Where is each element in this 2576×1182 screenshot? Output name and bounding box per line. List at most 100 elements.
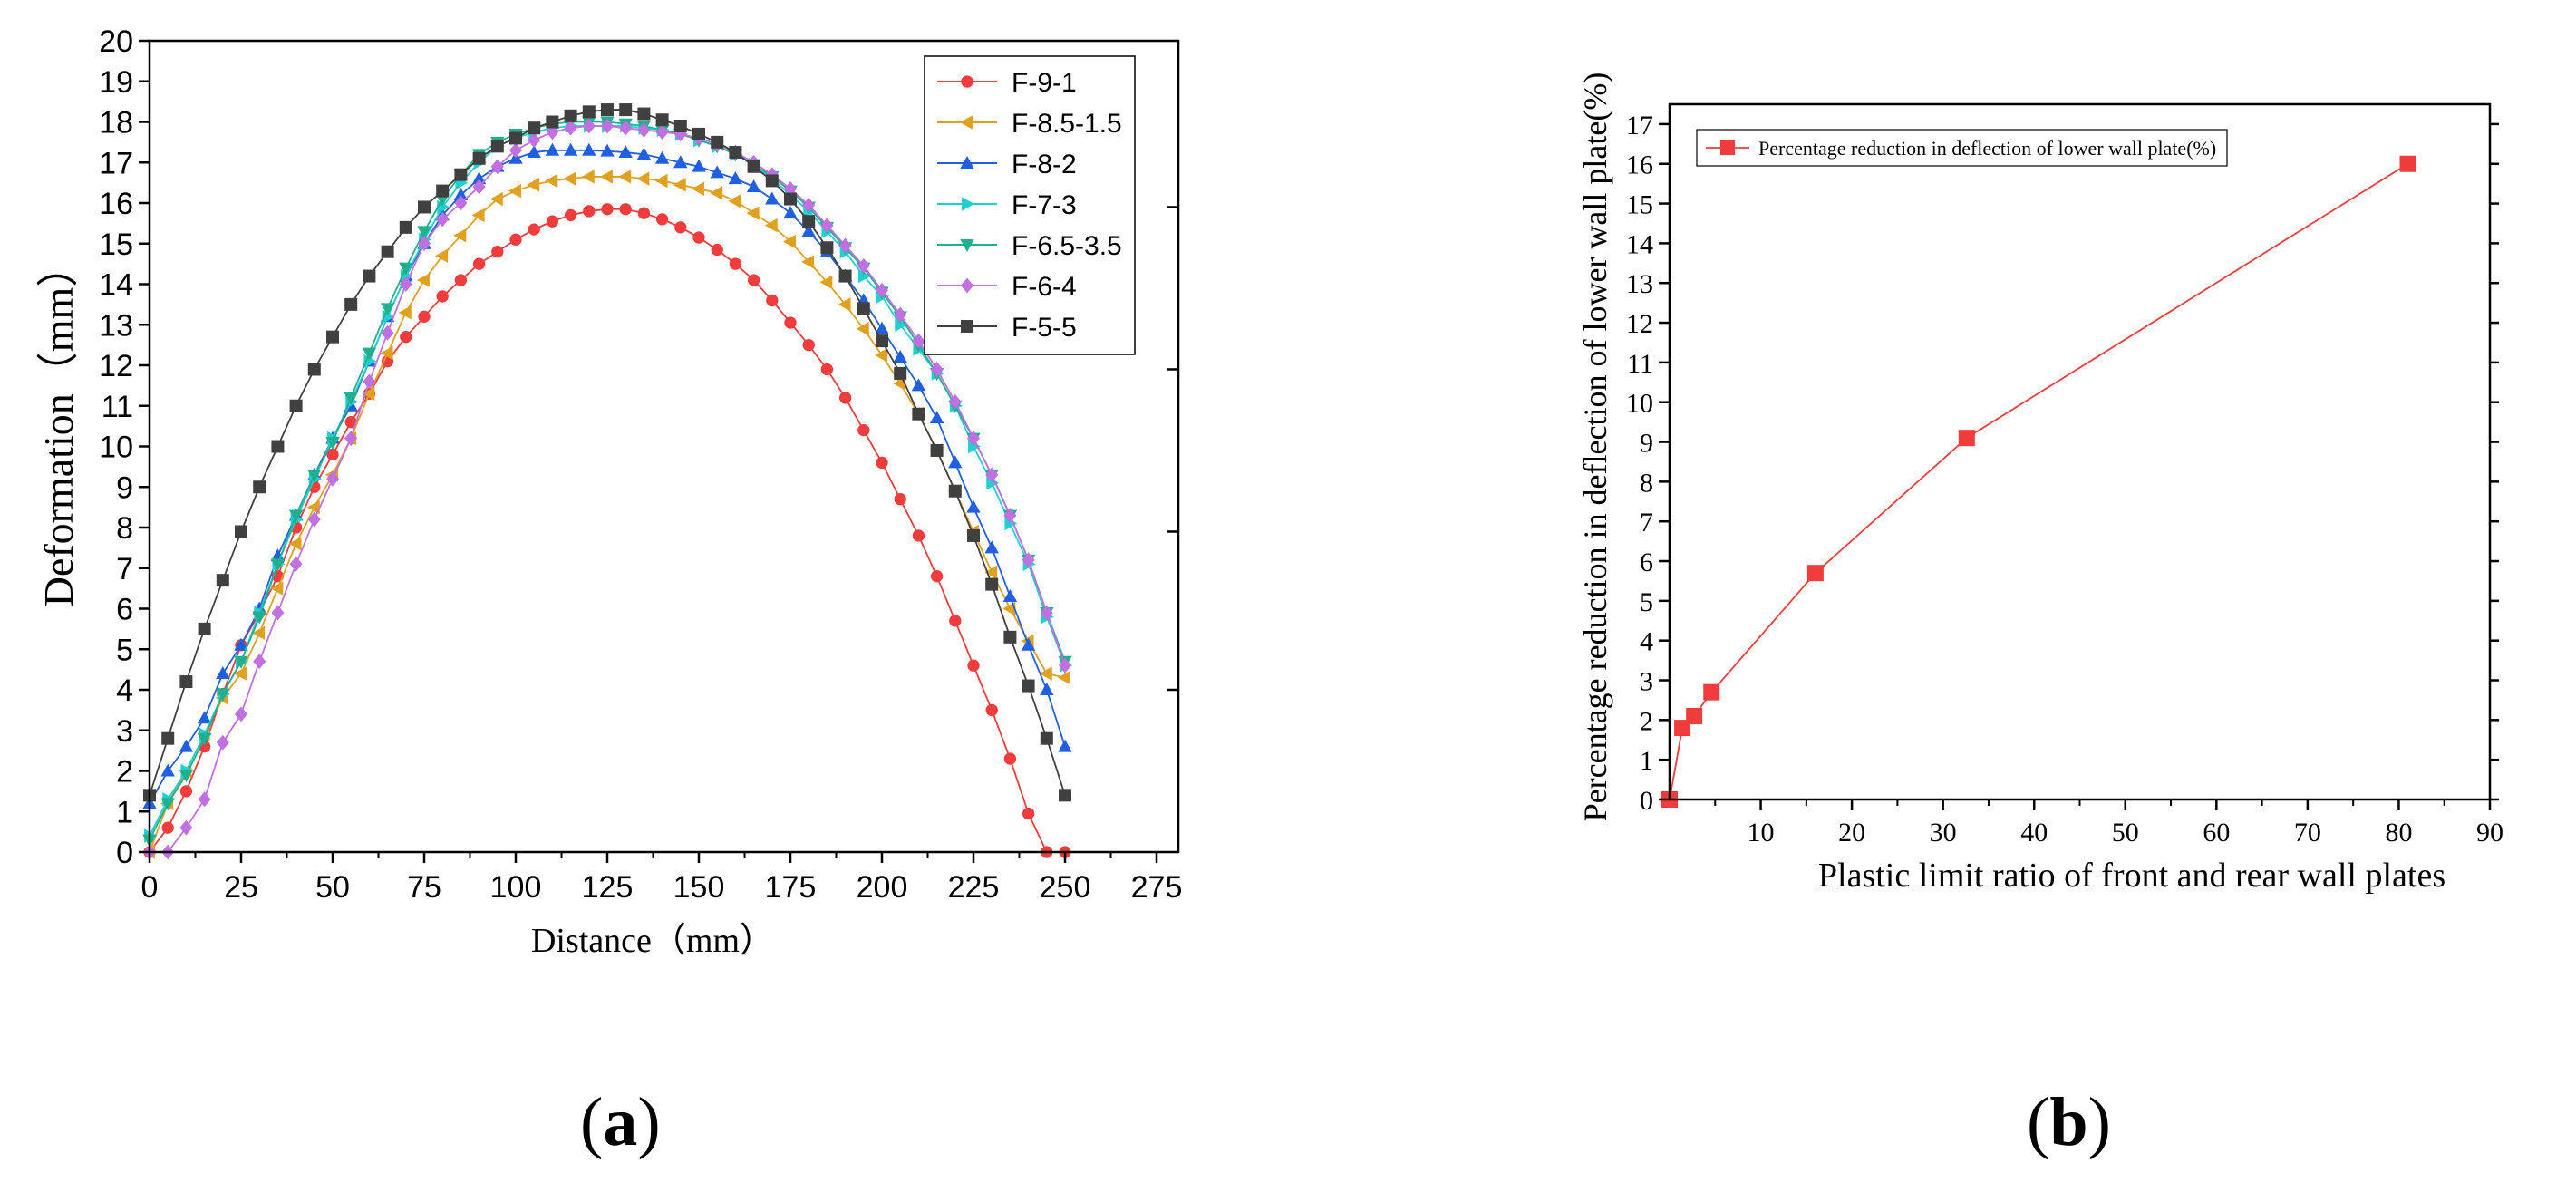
chart-a-point-F-8.5-1.5 — [233, 666, 247, 681]
chart-b-x-tick-label: 40 — [2020, 818, 2048, 848]
chart-a-point-F-8.5-1.5 — [362, 386, 375, 402]
chart-a-point-F-9-1 — [949, 615, 962, 627]
chart-a-point-F-8.5-1.5 — [801, 255, 815, 269]
chart-b-y-tick-label: 3 — [1640, 667, 1653, 697]
chart-a-point-F-5-5 — [711, 135, 724, 149]
chart-a-point-F-9-1 — [344, 416, 357, 429]
chart-a-point-F-5-5 — [161, 731, 175, 745]
chart-a-point-F-5-5 — [673, 119, 687, 132]
chart-a-point-F-6-4 — [179, 819, 193, 836]
chart-a-legend-label: F-8-2 — [1012, 150, 1077, 179]
chart-a-point-F-9-1 — [637, 207, 651, 219]
chart-b-legend-box — [1696, 129, 2228, 167]
chart-a-point-F-6.5-3.5 — [344, 392, 358, 405]
chart-a-point-F-6-4 — [876, 282, 888, 298]
chart-a-point-F-9-1 — [820, 363, 834, 376]
chart-a-point-F-5-5 — [418, 200, 431, 214]
chart-a-point-F-8.5-1.5 — [636, 171, 650, 186]
chart-a-x-tick-label: 0 — [141, 870, 159, 905]
panel-label-b: (b) — [2027, 1084, 2111, 1160]
chart-a-point-F-8-2 — [1058, 739, 1072, 752]
chart-a-x-tick-label: 25 — [224, 870, 258, 905]
chart-a-point-F-8.5-1.5 — [398, 305, 412, 320]
chart-a-point-F-6-4 — [399, 276, 412, 292]
chart-a-point-F-6-4 — [307, 511, 321, 528]
chart-a-point-F-7-3 — [895, 317, 908, 332]
chart-a-legend-box — [924, 55, 1136, 355]
chart-a-point-F-6-4 — [198, 791, 211, 808]
chart-a-y-axis-label: Deformation（mm） — [35, 246, 82, 607]
chart-a-point-F-9-1 — [912, 529, 925, 542]
chart-a-point-F-8.5-1.5 — [984, 565, 998, 579]
chart-a-point-F-9-1 — [857, 423, 870, 437]
chart-a-point-F-5-5 — [509, 131, 522, 145]
chart-a-point-F-9-1 — [326, 448, 339, 461]
chart-a-point-F-6.5-3.5 — [288, 509, 304, 523]
chart-a-point-F-8.5-1.5 — [728, 194, 741, 208]
chart-a-point-F-5-5 — [454, 168, 468, 181]
chart-b-y-tick-label: 7 — [1640, 508, 1653, 538]
chart-a-point-F-9-1 — [491, 246, 504, 258]
chart-a-y-tick-label: 4 — [116, 673, 133, 708]
chart-a-point-F-8-2 — [1002, 589, 1018, 603]
chart-a-point-F-8.5-1.5 — [618, 170, 632, 184]
chart-a-point-F-6-4 — [253, 654, 266, 670]
chart-a-legend-label: F-6-4 — [1012, 272, 1077, 302]
chart-a-point-F-5-5 — [1059, 789, 1071, 802]
chart-a-point-F-8.5-1.5 — [288, 537, 302, 551]
chart-a-point-F-8-2 — [160, 763, 175, 777]
chart-a-legend-marker — [962, 197, 975, 211]
chart-a-y-tick-label: 9 — [116, 470, 133, 505]
chart-a-x-axis-label: Distance（mm） — [531, 922, 774, 960]
chart-a-legend-label: F-5-5 — [1012, 313, 1077, 343]
chart-b-y-tick-label: 1 — [1640, 746, 1653, 776]
chart-a-point-F-9-1 — [729, 257, 742, 270]
chart-a-point-F-8.5-1.5 — [508, 183, 521, 199]
chart-a-point-F-6.5-3.5 — [399, 262, 413, 276]
chart-a-point-F-8.5-1.5 — [435, 248, 449, 263]
chart-a-point-F-6-4 — [820, 218, 834, 234]
chart-a-point-F-6-4 — [363, 373, 376, 390]
chart-a-point-F-6-4 — [912, 333, 925, 349]
chart-a-point-F-6-4 — [564, 120, 577, 136]
chart-a-point-F-6.5-3.5 — [234, 655, 248, 669]
chart-a-legend-marker — [961, 320, 973, 333]
chart-a-point-F-9-1 — [985, 703, 998, 717]
chart-a-point-F-6.5-3.5 — [179, 770, 194, 783]
chart-b-y-tick-label: 13 — [1626, 269, 1653, 299]
chart-a-point-F-5-5 — [179, 675, 193, 689]
chart-a-point-F-8-2 — [1021, 637, 1036, 651]
chart-b-point — [1686, 707, 1703, 724]
chart-a-point-F-8.5-1.5 — [581, 170, 595, 184]
chart-a-point-F-8.5-1.5 — [599, 170, 613, 184]
chart-a-point-F-9-1 — [601, 203, 614, 216]
chart-a-point-F-5-5 — [289, 399, 303, 412]
chart-a-point-F-5-5 — [1003, 630, 1017, 644]
chart-a-point-F-9-1 — [454, 274, 468, 286]
chart-a-x-tick-label: 150 — [673, 870, 725, 905]
chart-a-point-F-8.5-1.5 — [380, 345, 393, 361]
chart-a-point-F-8-2 — [948, 455, 963, 469]
chart-a-point-F-5-5 — [216, 574, 229, 587]
chart-a-point-F-6.5-3.5 — [216, 688, 230, 702]
chart-a-point-F-9-1 — [894, 493, 906, 506]
chart-a-point-F-8-2 — [563, 142, 578, 156]
chart-a-legend-label: F-9-1 — [1012, 68, 1077, 98]
chart-a-point-F-5-5 — [747, 160, 760, 173]
chart-a-point-F-9-1 — [747, 274, 760, 286]
chart-a-legend-marker — [961, 277, 973, 294]
chart-a-point-F-5-5 — [344, 297, 358, 311]
chart-b-point — [2399, 155, 2416, 172]
chart-a-point-F-6-4 — [271, 605, 285, 621]
chart-a-point-F-6-4 — [655, 124, 669, 140]
chart-a-point-F-5-5 — [784, 192, 797, 206]
chart-a-point-F-6-4 — [857, 257, 870, 274]
chart-a-x-tick-label: 250 — [1040, 870, 1091, 905]
chart-b-y-tick-label: 14 — [1626, 229, 1653, 259]
chart-b-x-tick-label: 80 — [2385, 818, 2412, 848]
chart-a-point-F-9-1 — [400, 331, 412, 344]
chart-a-y-tick-label: 3 — [116, 714, 133, 749]
chart-a-point-F-8-2 — [197, 711, 212, 724]
chart-a-point-F-5-5 — [472, 151, 486, 165]
chart-b-y-tick-label: 16 — [1626, 150, 1653, 180]
